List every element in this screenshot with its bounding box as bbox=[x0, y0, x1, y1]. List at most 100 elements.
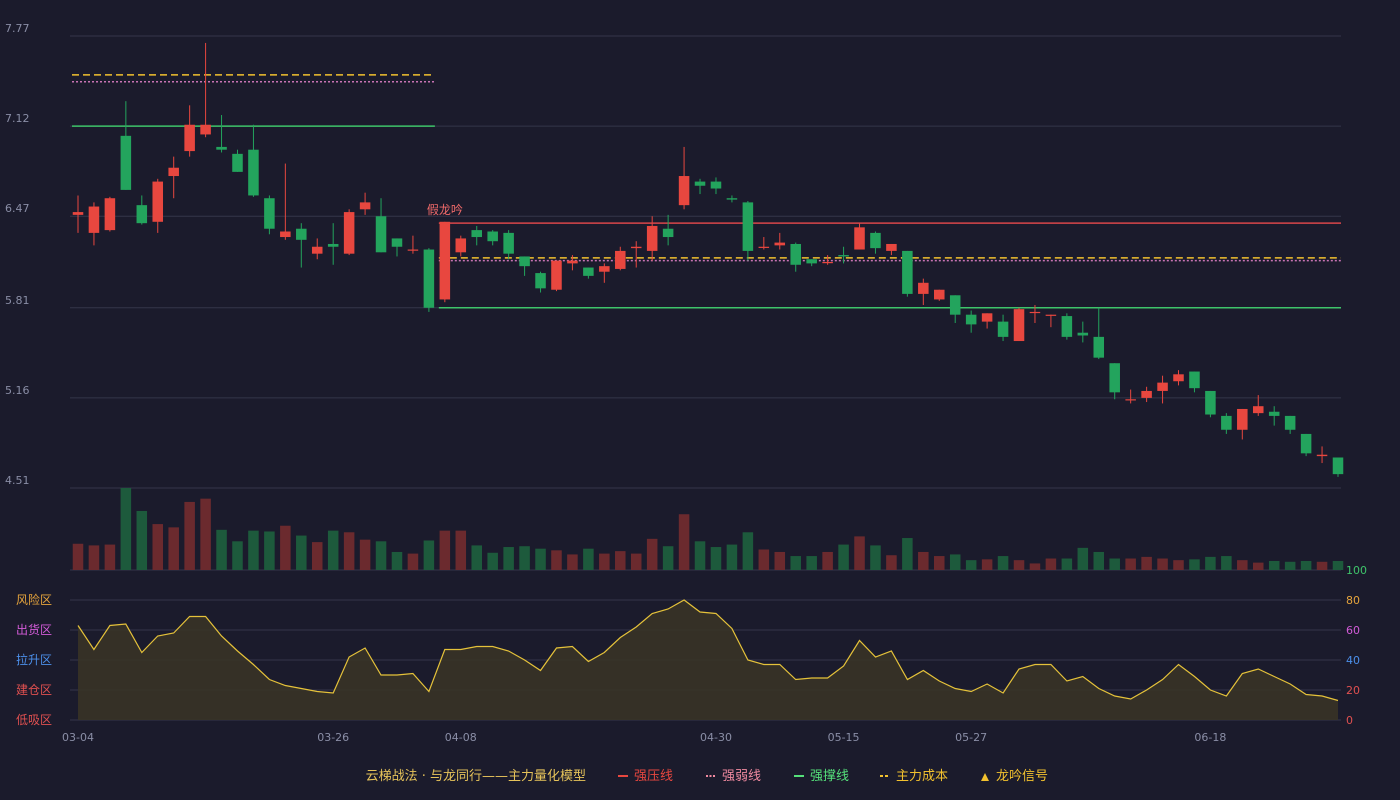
date-tick-label: 05-27 bbox=[955, 731, 987, 744]
volume-bar bbox=[391, 551, 403, 570]
volume-bar bbox=[519, 546, 530, 570]
candle bbox=[599, 263, 610, 283]
volume-bar bbox=[1332, 560, 1344, 570]
candle bbox=[264, 195, 275, 235]
price-tick-label: 4.51 bbox=[5, 474, 30, 487]
candle bbox=[343, 209, 355, 256]
legend-item: 龙吟信号 bbox=[981, 768, 1048, 784]
candle bbox=[248, 124, 259, 197]
candle bbox=[136, 195, 148, 225]
date-tick-label: 05-15 bbox=[828, 731, 860, 744]
candle bbox=[551, 260, 562, 292]
volume-bar bbox=[1189, 559, 1200, 570]
candle bbox=[886, 243, 897, 256]
candle bbox=[280, 163, 291, 240]
signal-annotation: 假龙吟 bbox=[427, 202, 463, 217]
candle bbox=[902, 250, 913, 297]
volume-bar bbox=[662, 546, 674, 570]
indicator-area bbox=[78, 600, 1338, 720]
volume-bar bbox=[88, 545, 100, 570]
volume-bar bbox=[981, 559, 993, 570]
candle bbox=[997, 314, 1009, 342]
candle bbox=[1332, 457, 1344, 477]
legend-label: 强弱线 bbox=[722, 769, 761, 784]
candle bbox=[918, 278, 929, 305]
volume-bar bbox=[822, 551, 833, 570]
candle bbox=[1221, 413, 1232, 434]
candle bbox=[359, 192, 371, 215]
legend-label: 强撑线 bbox=[810, 769, 849, 784]
candle bbox=[1109, 363, 1120, 400]
candle bbox=[981, 313, 993, 329]
volume-bar bbox=[838, 544, 849, 570]
volume-bar bbox=[710, 547, 722, 570]
date-tick-label: 04-30 bbox=[700, 731, 732, 744]
volume-bar bbox=[152, 524, 164, 570]
candle bbox=[567, 255, 578, 271]
candle bbox=[216, 115, 227, 153]
volume-bar bbox=[1268, 560, 1280, 570]
candle bbox=[391, 238, 403, 257]
date-tick-label: 04-08 bbox=[445, 731, 477, 744]
candle bbox=[1093, 307, 1105, 360]
candle bbox=[455, 235, 467, 257]
legend-item: 主力成本 bbox=[880, 769, 948, 784]
candle bbox=[72, 195, 84, 233]
volume-bar bbox=[1205, 556, 1216, 570]
volume-bar bbox=[934, 556, 945, 570]
candle bbox=[327, 223, 339, 265]
volume-bar bbox=[487, 552, 498, 570]
legend-label: 强压线 bbox=[634, 769, 673, 784]
volume-bar bbox=[1061, 558, 1073, 570]
candle bbox=[854, 223, 865, 250]
volume-bar bbox=[264, 531, 275, 570]
legend-item: 强压线 bbox=[618, 769, 673, 784]
volume-bars bbox=[72, 488, 1344, 570]
volume-bar bbox=[1013, 560, 1025, 570]
indicator-panel bbox=[77, 599, 1339, 720]
candle bbox=[1173, 370, 1184, 386]
indicator-tick-label: 40 bbox=[1346, 654, 1360, 667]
volume-bar bbox=[965, 560, 977, 570]
volume-bar bbox=[120, 488, 132, 570]
legend-item: 强弱线 bbox=[706, 769, 761, 784]
candle bbox=[822, 255, 833, 265]
price-tick-label: 6.47 bbox=[5, 202, 30, 215]
volume-bar bbox=[439, 530, 451, 570]
candle bbox=[423, 248, 435, 312]
volume-bar bbox=[726, 544, 738, 570]
volume-bar bbox=[1157, 558, 1168, 570]
volume-bar bbox=[1125, 558, 1136, 570]
zone-label: 低吸区 bbox=[16, 713, 52, 727]
volume-bar bbox=[1173, 560, 1184, 570]
legend: 云梯战法 · 与龙同行——主力量化模型 强压线 强弱线 强撑线 主力成本 龙吟信号 bbox=[366, 768, 1048, 784]
volume-bar bbox=[1045, 558, 1057, 570]
indicator-tick-label: 100 bbox=[1346, 564, 1367, 577]
volume-bar bbox=[918, 551, 929, 570]
candle bbox=[184, 105, 195, 157]
candle bbox=[519, 256, 530, 276]
candle bbox=[1316, 446, 1328, 464]
volume-bar bbox=[104, 544, 116, 570]
candle bbox=[630, 241, 642, 268]
candle bbox=[583, 267, 594, 279]
candle bbox=[1189, 371, 1200, 393]
price-tick-label: 5.16 bbox=[5, 384, 30, 397]
volume-bar bbox=[1237, 560, 1248, 570]
volume-bar bbox=[758, 549, 770, 570]
volume-bar bbox=[1221, 556, 1232, 570]
indicator-tick-label: 0 bbox=[1346, 714, 1353, 727]
volume-bar bbox=[630, 553, 642, 570]
candle bbox=[503, 230, 514, 260]
candle bbox=[535, 271, 546, 293]
candle bbox=[1061, 313, 1073, 340]
indicator-line bbox=[77, 599, 1339, 702]
volume-bar bbox=[567, 554, 578, 570]
candle bbox=[375, 198, 387, 253]
indicator-tick-label: 60 bbox=[1346, 624, 1360, 637]
candle bbox=[838, 246, 849, 264]
date-tick-label: 03-04 bbox=[62, 731, 94, 744]
price-tick-label: 7.12 bbox=[5, 112, 30, 125]
candle bbox=[200, 42, 211, 138]
